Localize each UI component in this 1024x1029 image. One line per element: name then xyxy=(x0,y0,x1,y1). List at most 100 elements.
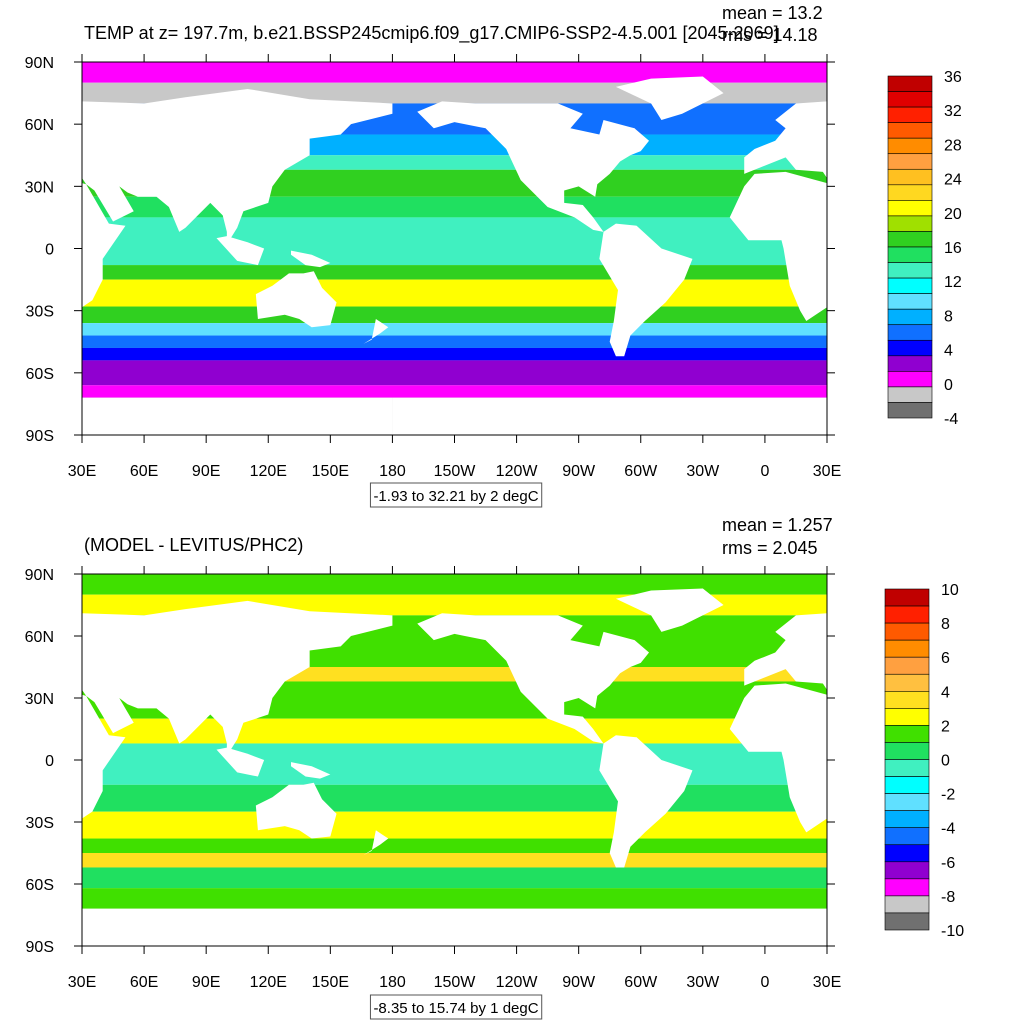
info-box xyxy=(369,994,543,1020)
land xyxy=(1001,783,1024,839)
colorbar-box xyxy=(887,386,933,403)
land xyxy=(417,101,650,232)
land xyxy=(216,236,265,266)
colorbar-label: -2 xyxy=(941,787,955,804)
colorbar-box xyxy=(884,895,930,914)
colorbar-label: 4 xyxy=(941,684,950,701)
colorbar-box xyxy=(884,708,930,726)
lon-label: 150W xyxy=(434,463,477,480)
colorbar-box xyxy=(887,122,933,139)
colorbar-box xyxy=(887,402,933,419)
ocean-band xyxy=(82,62,827,83)
map xyxy=(82,62,1024,435)
colorbar-box xyxy=(887,75,933,92)
lon-label: 150E xyxy=(312,463,349,480)
land xyxy=(255,271,337,328)
colorbar-box xyxy=(884,690,930,709)
colorbar-label: 0 xyxy=(941,753,950,770)
colorbar-label: -4 xyxy=(941,821,955,838)
lon-label: 150E xyxy=(312,974,349,991)
colorbar-box xyxy=(884,861,930,880)
colorbar-box xyxy=(884,588,930,607)
land xyxy=(255,782,337,839)
land xyxy=(363,318,389,344)
colorbar-box xyxy=(887,246,933,263)
ocean-band xyxy=(82,888,827,909)
colorbar-box xyxy=(887,91,933,108)
ocean-band xyxy=(82,279,827,307)
colorbar-box xyxy=(884,810,930,829)
colorbar-box xyxy=(884,622,930,641)
lat-label: 30N xyxy=(25,691,54,708)
land xyxy=(962,748,1010,777)
colorbar-label: -8 xyxy=(941,889,955,906)
colorbar-box xyxy=(887,153,933,170)
lat-label: 60N xyxy=(25,117,54,134)
lat-label: 60N xyxy=(25,629,54,646)
info-text: -1.93 to 32.21 by 2 degC xyxy=(373,488,538,505)
land xyxy=(392,397,827,435)
lat-label: 90S xyxy=(26,939,54,956)
lat-label: 90S xyxy=(26,428,54,445)
lon-label: 60E xyxy=(130,974,158,991)
colorbar-box xyxy=(887,371,933,388)
ocean-band xyxy=(82,574,827,595)
ocean-band xyxy=(82,335,827,348)
lon-label: 90E xyxy=(192,463,220,480)
colorbar-box xyxy=(884,827,930,846)
colorbar-label: 16 xyxy=(944,240,962,257)
lon-label: 30W xyxy=(686,463,720,480)
lon-label: 30E xyxy=(813,974,841,991)
colorbar-box xyxy=(884,793,930,811)
info-text: -8.35 to 15.74 by 1 degC xyxy=(373,1000,538,1017)
panel-title: (MODEL - LEVITUS/PHC2) xyxy=(84,535,303,555)
colorbar-label: 36 xyxy=(944,69,962,86)
land xyxy=(599,735,693,868)
colorbar-box xyxy=(887,106,933,123)
ocean-band xyxy=(82,784,827,812)
lon-label: 60E xyxy=(130,463,158,480)
lon-label: 30E xyxy=(68,463,96,480)
colorbar-label: -10 xyxy=(941,923,964,940)
ocean-band xyxy=(82,743,827,785)
stat: rms = 2.045 xyxy=(722,538,818,558)
lon-label: 30W xyxy=(686,974,720,991)
land xyxy=(82,908,393,946)
ocean-band xyxy=(82,385,827,398)
colorbar-box xyxy=(887,324,933,341)
colorbar-label: 8 xyxy=(941,616,950,633)
lat-label: 90N xyxy=(25,55,54,72)
ocean-band xyxy=(82,718,827,744)
colorbar-box xyxy=(887,231,933,248)
colorbar-box xyxy=(887,277,933,294)
colorbar-box xyxy=(884,605,930,624)
colorbar-box xyxy=(884,844,930,863)
land xyxy=(1001,271,1024,327)
land xyxy=(82,88,393,245)
colorbar-box xyxy=(884,878,930,897)
colorbar-box xyxy=(887,168,933,186)
colorbar-label: 12 xyxy=(944,274,962,291)
colorbar-label: 2 xyxy=(941,718,950,735)
lon-label: 0 xyxy=(760,463,769,480)
colorbar-box xyxy=(887,355,933,372)
stat: rms = 14.18 xyxy=(722,25,818,45)
map xyxy=(82,574,1024,946)
colorbar-box xyxy=(884,742,930,760)
land xyxy=(962,236,1010,265)
stat: mean = 1.257 xyxy=(722,515,833,535)
colorbar-box xyxy=(887,215,933,232)
colorbar-box xyxy=(887,184,933,201)
colorbar-label: 6 xyxy=(941,650,950,667)
colorbar-label: 0 xyxy=(944,377,953,394)
land xyxy=(615,76,724,121)
lat-label: 90N xyxy=(25,567,54,584)
ocean-band xyxy=(82,811,827,839)
lat-label: 0 xyxy=(45,242,54,259)
lat-label: 60S xyxy=(26,877,54,894)
colorbar-box xyxy=(887,339,933,357)
lon-label: 120W xyxy=(496,974,539,991)
colorbar-box xyxy=(884,725,930,743)
info-box xyxy=(369,482,543,508)
